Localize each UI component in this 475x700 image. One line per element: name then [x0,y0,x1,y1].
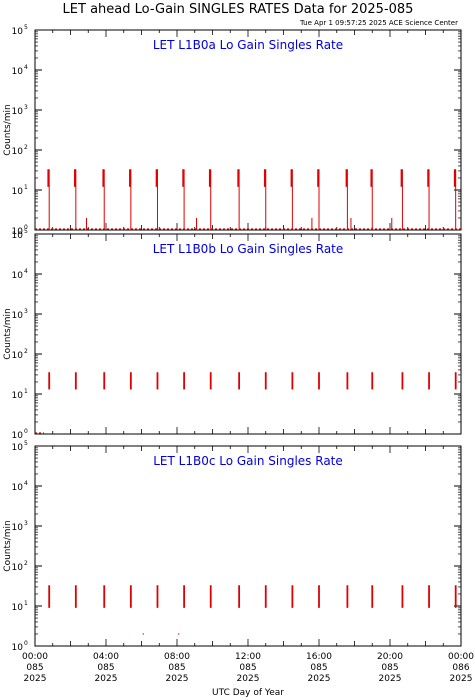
x-tick-doy: 085 [168,663,185,673]
x-tick-year: 2025 [24,674,47,684]
y-tick-exponent: 0 [24,428,28,435]
x-tick-doy: 085 [381,663,398,673]
x-axis-title: UTC Day of Year [212,688,284,698]
y-tick-label: 10 [12,563,24,573]
y-tick-exponent: 4 [24,268,28,275]
y-tick-exponent: 2 [24,348,28,355]
y-tick-exponent: 1 [24,388,28,395]
y-tick-label: 10 [12,351,24,361]
x-tick-time: 08:00 [164,652,190,662]
y-tick-exponent: 5 [24,228,28,235]
x-tick-time: 16:00 [306,652,332,662]
y-tick-exponent: 3 [24,520,28,527]
x-tick-year: 2025 [308,674,331,684]
y-tick-label: 10 [12,391,24,401]
panel-label: LET L1B0c Lo Gain Singles Rate [153,454,343,468]
chart-title: LET ahead Lo-Gain SINGLES RATES Data for… [63,2,414,17]
x-tick-doy: 086 [452,663,469,673]
plot-frame [34,233,462,435]
data-dot [178,633,180,635]
y-tick-label: 10 [12,483,24,493]
y-tick-label: 10 [12,27,24,37]
y-tick-label: 10 [12,443,24,453]
panel-label: LET L1B0b Lo Gain Singles Rate [153,242,344,256]
y-tick-label: 10 [12,311,24,321]
y-tick-label: 10 [12,67,24,77]
panel-label: LET L1B0a Lo Gain Singles Rate [153,38,343,52]
y-axis-title: Counts/min [3,308,13,359]
x-tick-doy: 085 [26,663,43,673]
y-tick-exponent: 2 [24,144,28,151]
x-tick-time: 20:00 [377,652,403,662]
y-tick-exponent: 3 [24,308,28,315]
x-tick-time: 04:00 [93,652,119,662]
y-tick-exponent: 3 [24,104,28,111]
y-tick-label: 10 [12,147,24,157]
x-tick-doy: 085 [97,663,114,673]
y-tick-label: 10 [12,603,24,613]
y-tick-label: 10 [12,271,24,281]
y-tick-exponent: 0 [24,224,28,231]
x-tick-time: 00:00 [22,652,48,662]
y-axis-title: Counts/min [3,104,13,155]
y-tick-exponent: 4 [24,480,28,487]
x-axis-labels: 00:00085202504:00085202508:00085202512:0… [22,652,474,684]
x-tick-year: 2025 [379,674,402,684]
x-tick-time: 12:00 [235,652,261,662]
y-tick-label: 10 [12,431,24,441]
x-tick-doy: 085 [239,663,256,673]
y-tick-label: 10 [12,187,24,197]
y-tick-exponent: 4 [24,64,28,71]
x-tick-time: 00:00 [448,652,474,662]
x-tick-year: 2025 [95,674,118,684]
plot-frame [34,445,462,647]
y-axis-title: Counts/min [3,520,13,571]
y-tick-label: 10 [12,643,24,653]
y-tick-label: 10 [12,231,24,241]
plot-frame [34,29,462,231]
y-tick-label: 10 [12,107,24,117]
y-tick-exponent: 5 [24,440,28,447]
x-tick-year: 2025 [166,674,189,684]
y-tick-exponent: 1 [24,600,28,607]
x-tick-doy: 085 [310,663,327,673]
data-dot [142,633,144,635]
timestamp: Tue Apr 1 09:57:25 2025 ACE Science Cent… [299,19,458,27]
y-tick-exponent: 2 [24,560,28,567]
y-tick-exponent: 5 [24,24,28,31]
x-tick-year: 2025 [450,674,473,684]
y-tick-exponent: 0 [24,640,28,647]
x-tick-year: 2025 [237,674,260,684]
y-tick-label: 10 [12,227,24,237]
y-tick-exponent: 1 [24,184,28,191]
y-tick-label: 10 [12,523,24,533]
